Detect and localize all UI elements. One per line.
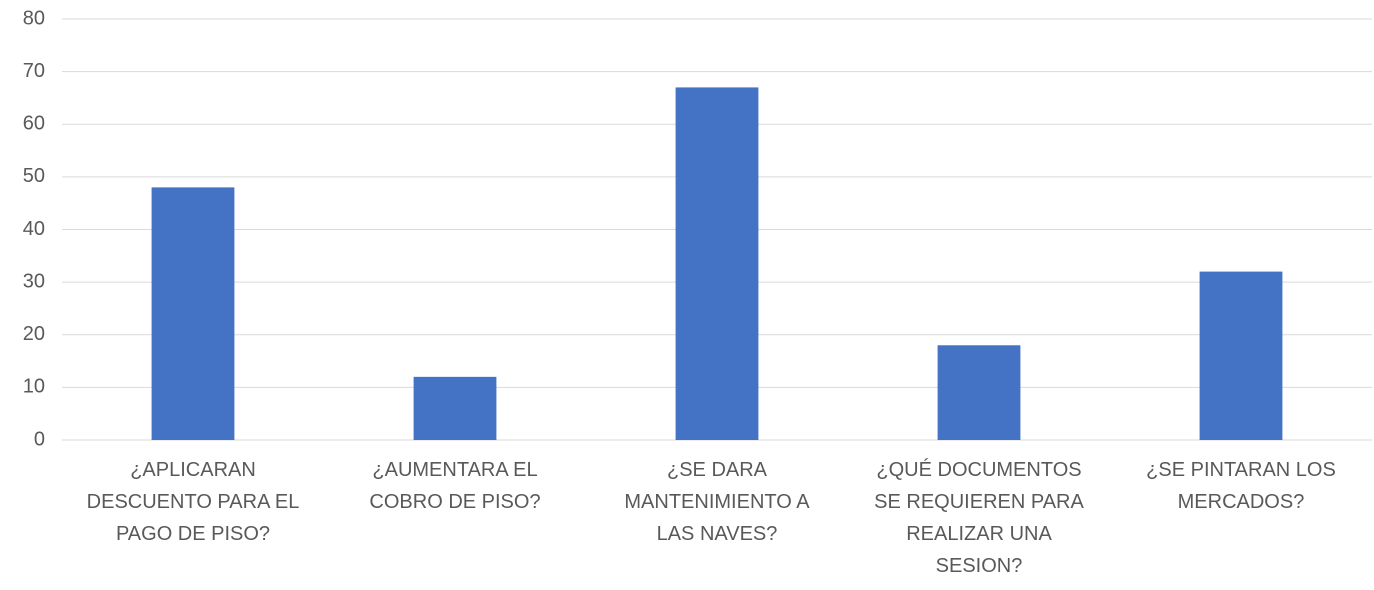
x-tick-label: ¿AUMENTARA EL COBRO DE PISO? — [369, 459, 541, 513]
y-tick-label: 20 — [23, 323, 45, 345]
bar — [151, 187, 235, 440]
y-tick-label: 70 — [23, 60, 45, 82]
y-tick-label: 0 — [34, 428, 45, 450]
x-tick-label: ¿APLICARAN DESCUENTO PARA EL PAGO DE PIS… — [86, 459, 300, 545]
bar — [937, 345, 1021, 440]
x-tick-label: ¿SE DARA MANTENIMIENTO A LAS NAVES? — [624, 459, 810, 545]
y-tick-label: 10 — [23, 376, 45, 398]
x-tick-label: ¿QUÉ DOCUMENTOS SE REQUIEREN PARA REALIZ… — [874, 459, 1084, 577]
bar — [413, 376, 497, 440]
y-tick-label: 80 — [23, 7, 45, 29]
y-tick-label: 30 — [23, 270, 45, 292]
y-tick-label: 50 — [23, 165, 45, 187]
x-tick-label: ¿SE PINTARAN LOS MERCADOS? — [1146, 459, 1336, 513]
bar — [675, 87, 759, 440]
y-tick-label: 60 — [23, 113, 45, 135]
bar — [1199, 271, 1283, 440]
y-tick-label: 40 — [23, 218, 45, 240]
